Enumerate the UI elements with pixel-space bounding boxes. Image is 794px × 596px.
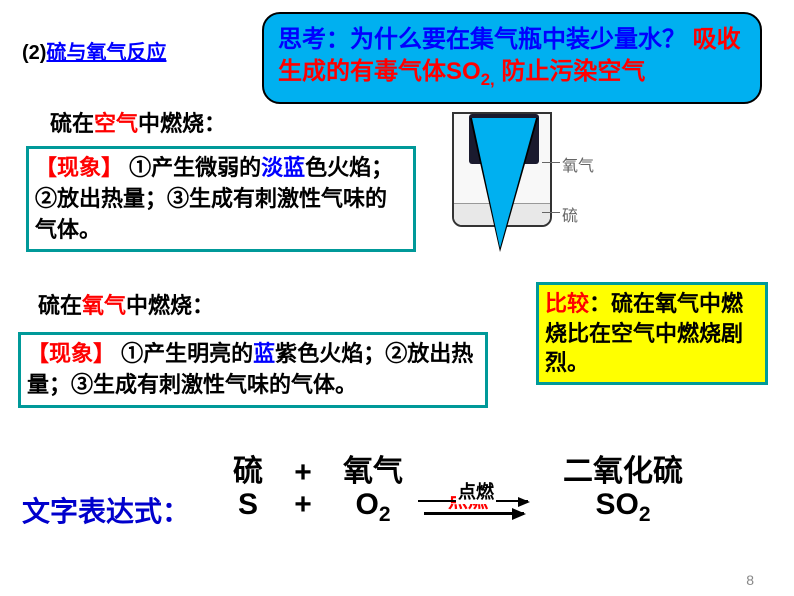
diagram-label-sulfur: 硫 <box>562 202 578 226</box>
ph2-t2a: 蓝 <box>253 341 275 366</box>
ph2-t1: ①产生明亮的 <box>121 341 253 366</box>
section-number: (2) <box>22 42 46 64</box>
equation-symbol-row: S + O2 点燃 SO2 <box>218 488 708 527</box>
thought-bubble: 思考：为什么要在集气瓶中装少量水？ 吸收生成的有毒气体SO2, 防止污染空气 <box>262 12 762 104</box>
eq-sym-o-sub: 2 <box>379 503 391 526</box>
equation-label: 文字表达式： <box>22 490 190 530</box>
sub2-mid: 氧气 <box>82 293 126 318</box>
sub1-post: 中燃烧： <box>138 111 226 136</box>
bubble-tail <box>472 118 536 248</box>
subheading-air: 硫在空气中燃烧： <box>50 106 226 138</box>
subheading-oxygen: 硫在氧气中燃烧： <box>38 288 214 320</box>
eq-sym-arrow: 点燃 <box>418 488 538 518</box>
sub2-post: 中燃烧： <box>126 293 214 318</box>
phenomenon-box-oxygen: 【现象】 ①产生明亮的蓝紫色火焰；②放出热量；③生成有刺激性气味的气体。 <box>18 332 488 408</box>
slide: 氧气 硫 思考：为什么要在集气瓶中装少量水？ 吸收生成的有毒气体SO2, 防止污… <box>0 0 794 596</box>
eq-sym-plus: + <box>278 488 328 522</box>
eq-sym-p: SO2 <box>538 488 708 527</box>
eq-word-plus: + <box>278 456 328 490</box>
bubble-answer-2: 防止污染空气 <box>501 58 645 85</box>
eq-sym-p-sub: 2 <box>639 503 651 526</box>
sub1-mid: 空气 <box>94 111 138 136</box>
eq-sym-cond: 点燃 <box>456 478 496 504</box>
sub1-pre: 硫在 <box>50 111 94 136</box>
eq-sym-o: O2 <box>328 488 418 527</box>
phenomenon-box-air: 【现象】 ①产生微弱的淡蓝色火焰；②放出热量；③生成有刺激性气味的气体。 <box>26 146 416 252</box>
eq-sym-o-t: O <box>355 488 378 521</box>
eq-word-o: 氧气 <box>328 446 418 490</box>
eq-word-s: 硫 <box>218 446 278 490</box>
eq-word-p: 二氧化硫 <box>538 446 708 490</box>
ph2-t2b: 紫 <box>275 341 297 366</box>
ph1-t2: 淡蓝 <box>261 155 305 180</box>
bubble-question-prefix: 思考： <box>278 26 350 53</box>
equation-block: 硫 + 氧气 点燃 二氧化硫 S + O2 点燃 SO2 <box>218 446 708 527</box>
ph1-tag: 【现象】 <box>35 155 123 180</box>
section-title: (2)硫与氧气反应 <box>22 36 166 65</box>
compare-box: 比较：硫在氧气中燃烧比在空气中燃烧剧烈。 <box>536 282 768 385</box>
eq-sym-p-t: SO <box>595 488 638 521</box>
section-text: 硫与氧气反应 <box>46 42 166 64</box>
cmp-sep: ： <box>589 291 611 316</box>
ph1-t1: ①产生微弱的 <box>129 155 261 180</box>
diagram-label-oxygen: 氧气 <box>562 152 594 176</box>
ph2-tag: 【现象】 <box>27 341 115 366</box>
bubble-question: 为什么要在集气瓶中装少量水？ <box>350 26 686 53</box>
page-number: 8 <box>746 572 754 588</box>
sub2-pre: 硫在 <box>38 293 82 318</box>
bubble-answer-sub: 2, <box>481 70 495 89</box>
cmp-tag: 比较 <box>545 291 589 316</box>
eq-sym-s: S <box>218 488 278 522</box>
